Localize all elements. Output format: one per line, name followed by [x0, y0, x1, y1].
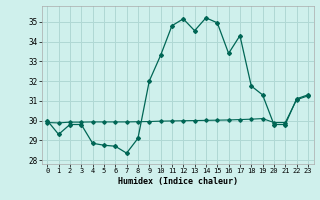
X-axis label: Humidex (Indice chaleur): Humidex (Indice chaleur) — [118, 177, 237, 186]
